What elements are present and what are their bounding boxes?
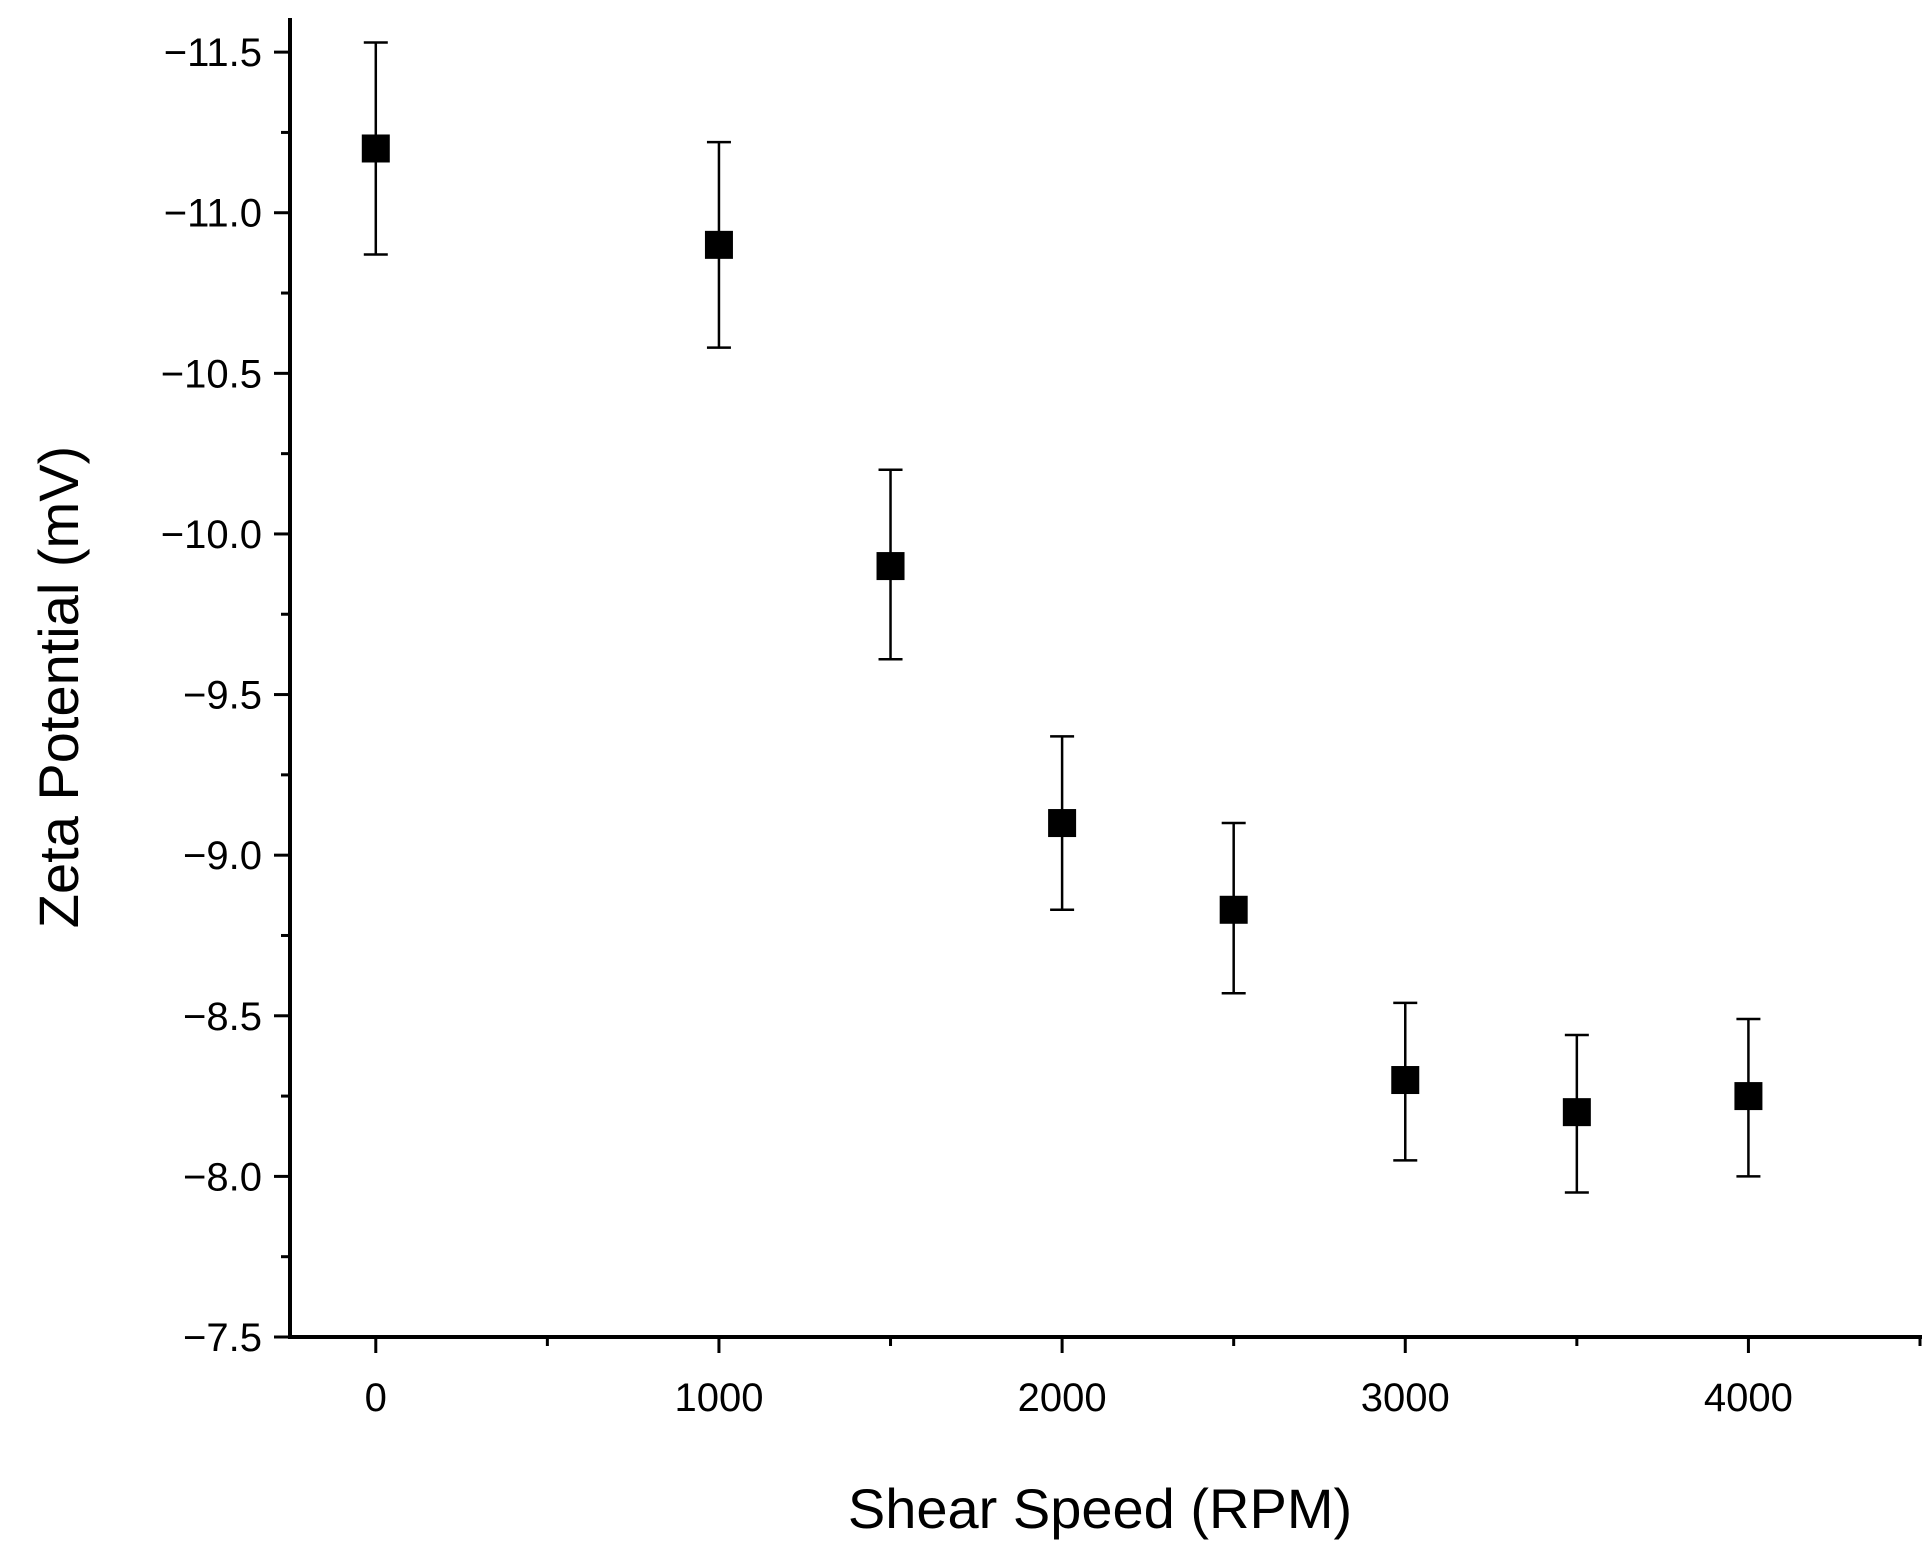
data-point: [876, 552, 905, 581]
axes: −7.5 −8.0 −8.5 −9.0 −9.5 −10.0 −10.5 −11.0 −11.5…: [161, 18, 1922, 1420]
data-point: [704, 230, 733, 259]
data-point: [1391, 1066, 1420, 1095]
y-tick-label: −7.5: [183, 1316, 262, 1360]
y-tick-label: −8.5: [183, 995, 262, 1039]
data-point: [1734, 1082, 1763, 1111]
data-point: [1562, 1098, 1591, 1127]
y-tick-label: −9.5: [183, 674, 262, 718]
y-tick-label: −9.0: [183, 834, 262, 878]
x-tick-label: 2000: [1018, 1376, 1107, 1420]
data-point: [361, 134, 390, 163]
x-tick-label: 0: [365, 1376, 387, 1420]
data-marks: [361, 41, 1763, 1194]
y-tick-label: −10.5: [161, 352, 262, 396]
y-tick-label: −11.0: [164, 192, 262, 236]
x-axis-title: Shear Speed (RPM): [848, 1477, 1352, 1540]
x-tick-label: 4000: [1704, 1376, 1793, 1420]
x-tick-label: 3000: [1361, 1376, 1450, 1420]
y-axis-title: Zeta Potential (mV): [27, 446, 90, 928]
y-tick-label: −8.0: [183, 1155, 262, 1199]
x-tick-label: 1000: [674, 1376, 763, 1420]
data-point: [1219, 895, 1248, 924]
y-tick-label: −11.5: [164, 31, 262, 75]
data-point: [1048, 809, 1077, 838]
y-tick-label: −10.0: [161, 513, 262, 557]
